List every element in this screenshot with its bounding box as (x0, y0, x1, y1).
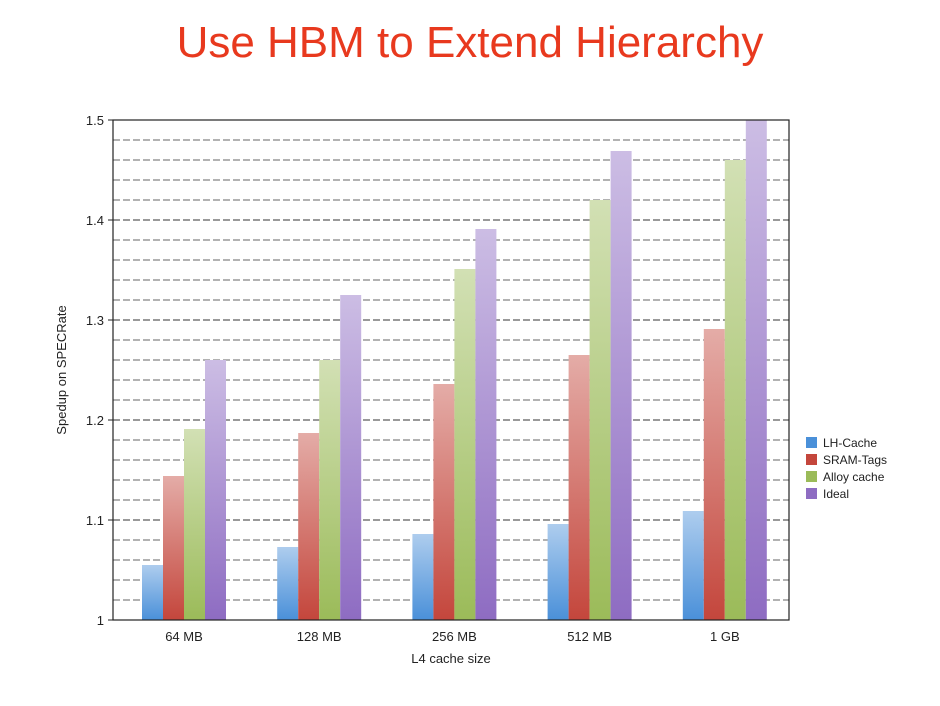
y-tick-label: 1.3 (86, 313, 104, 328)
plot-frame (112, 119, 790, 621)
bar-ideal-1gb (745, 120, 767, 620)
axes (108, 119, 790, 621)
bar-lh-cache-128mb (277, 547, 299, 620)
legend: LH-Cache SRAM-Tags Alloy cache Ideal (806, 436, 887, 501)
bar-lh-cache-512mb (547, 524, 569, 620)
bar-alloy-cache-256mb (454, 269, 476, 620)
bar-sram-tags-1gb (703, 329, 725, 620)
x-tick-label: 512 MB (567, 629, 612, 644)
y-tick-labels: 1 1.1 1.2 1.3 1.4 1.5 (86, 113, 104, 628)
legend-label: Alloy cache (823, 470, 885, 484)
slide-title: Use HBM to Extend Hierarchy (176, 18, 764, 67)
y-tick-label: 1.4 (86, 213, 104, 228)
legend-swatch (806, 488, 817, 499)
bar-sram-tags-64mb (163, 476, 184, 620)
bar-ideal-64mb (205, 360, 226, 620)
legend-swatch (806, 454, 817, 465)
bar-sram-tags-128mb (298, 433, 320, 620)
x-axis-label: L4 cache size (411, 651, 491, 666)
legend-label: SRAM-Tags (823, 453, 887, 467)
bar-lh-cache-64mb (142, 565, 163, 620)
x-tick-label: 1 GB (710, 629, 740, 644)
y-tick-label: 1.2 (86, 413, 104, 428)
bar-sram-tags-512mb (568, 355, 590, 620)
y-axis-label: Spedup on SPECRate (54, 305, 69, 434)
bar-ideal-256mb (475, 229, 497, 620)
x-tick-label: 256 MB (432, 629, 477, 644)
legend-label: LH-Cache (823, 436, 877, 450)
y-tick-label: 1.1 (86, 513, 104, 528)
legend-label: Ideal (823, 487, 849, 501)
bar-alloy-cache-128mb (319, 360, 341, 620)
y-tick-label: 1.5 (86, 113, 104, 128)
bar-alloy-cache-64mb (184, 429, 205, 620)
y-tick-label: 1 (97, 613, 104, 628)
bar-alloy-cache-512mb (589, 200, 611, 620)
bar-ideal-512mb (610, 151, 632, 620)
legend-swatch (806, 437, 817, 448)
x-tick-labels: 64 MB 128 MB 256 MB 512 MB 1 GB (165, 629, 739, 644)
bar-lh-cache-1gb (682, 511, 704, 620)
bars (142, 120, 767, 620)
bar-alloy-cache-1gb (724, 160, 746, 620)
x-tick-label: 128 MB (297, 629, 342, 644)
bar-lh-cache-256mb (412, 534, 434, 620)
legend-swatch (806, 471, 817, 482)
bar-ideal-128mb (340, 295, 362, 620)
bar-sram-tags-256mb (433, 384, 455, 620)
x-tick-label: 64 MB (165, 629, 203, 644)
